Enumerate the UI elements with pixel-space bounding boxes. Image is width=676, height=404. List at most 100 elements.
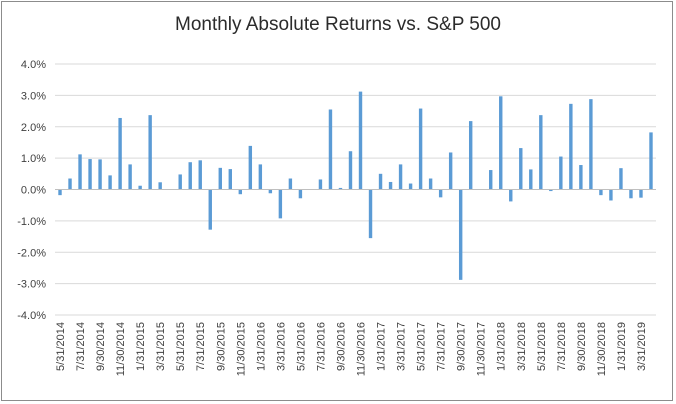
x-tick-label: 5/31/2016 (295, 322, 307, 371)
bar (609, 189, 613, 201)
x-tick-label: 5/31/2018 (536, 322, 548, 371)
bar (258, 164, 263, 190)
bar (318, 179, 323, 190)
bar (218, 167, 222, 190)
y-tick-label: 0.0% (21, 185, 46, 197)
bar (458, 189, 463, 280)
bar (358, 91, 363, 190)
bar (599, 189, 603, 196)
x-tick-label: 1/31/2019 (616, 322, 628, 371)
x-axis-tick-labels: 5/31/2014 7/31/2014 9/30/2014 11/30/2014 1/3… (55, 322, 648, 376)
x-tick-label: 3/31/2016 (275, 322, 287, 371)
bar (98, 159, 102, 190)
x-tick-label: 9/30/2016 (335, 322, 347, 371)
bar (529, 169, 533, 190)
y-tick-label: -3.0% (17, 279, 46, 291)
x-tick-label: 5/31/2014 (55, 322, 67, 371)
bar (108, 175, 112, 190)
bar (589, 99, 593, 190)
bar (138, 185, 142, 190)
bar (378, 173, 383, 190)
bar (128, 164, 132, 190)
x-tick-label: 9/30/2015 (215, 322, 227, 371)
bar (539, 115, 543, 190)
x-tick-label: 11/30/2018 (596, 322, 608, 376)
bar (268, 189, 273, 194)
x-tick-label: 3/31/2019 (636, 322, 648, 371)
bar (68, 178, 72, 190)
bar (388, 181, 393, 190)
bar (639, 189, 643, 198)
x-tick-label: 11/30/2015 (235, 322, 247, 376)
x-tick-label: 7/31/2014 (75, 322, 87, 371)
bar (288, 178, 293, 190)
bar (579, 165, 583, 190)
bar-series (58, 91, 653, 280)
x-tick-label: 1/31/2015 (135, 322, 147, 371)
x-tick-label: 7/31/2018 (556, 322, 568, 371)
chart-title: Monthly Absolute Returns vs. S&P 500 (175, 14, 501, 35)
bar (438, 189, 443, 198)
bar (428, 178, 433, 190)
y-tick-label: 1.0% (21, 153, 46, 165)
bar (629, 189, 633, 199)
x-tick-label: 7/31/2016 (315, 322, 327, 371)
bar (649, 132, 653, 190)
y-tick-label: -1.0% (17, 216, 46, 228)
y-tick-label: -4.0% (17, 310, 46, 322)
bar (368, 189, 373, 239)
x-tick-label: 1/31/2017 (376, 322, 388, 371)
bar (619, 168, 623, 190)
bar (549, 189, 553, 192)
bar (88, 159, 92, 190)
bar (489, 170, 493, 190)
bar (499, 96, 503, 190)
bar (158, 182, 162, 190)
x-tick-label: 1/31/2018 (496, 322, 508, 371)
bar (418, 108, 423, 190)
bar (228, 169, 232, 190)
x-tick-label: 1/31/2016 (255, 322, 267, 371)
bar (198, 160, 202, 190)
y-axis-tick-labels: 4.0% 3.0% 2.0% 1.0% 0.0% -1.0% -2.0% -3.0% -4.0% (17, 59, 46, 322)
x-tick-label: 11/30/2016 (356, 322, 368, 376)
bar (178, 174, 182, 190)
x-tick-label: 3/31/2015 (155, 322, 167, 371)
x-tick-label: 9/30/2018 (576, 322, 588, 371)
x-tick-label: 11/30/2017 (476, 322, 488, 376)
bar (238, 189, 243, 195)
bar (509, 189, 513, 202)
bar (448, 152, 453, 190)
y-tick-label: 3.0% (21, 90, 46, 102)
bar (148, 115, 152, 190)
bar (278, 189, 283, 219)
bar (328, 109, 333, 190)
bar (338, 187, 343, 190)
bar (398, 164, 403, 190)
y-tick-label: -2.0% (17, 247, 46, 259)
x-tick-label: 3/31/2018 (516, 322, 528, 371)
bar (408, 183, 413, 190)
x-tick-label: 9/30/2017 (456, 322, 468, 371)
y-tick-label: 4.0% (21, 59, 46, 71)
x-tick-label: 7/31/2017 (436, 322, 448, 371)
bar (78, 154, 82, 190)
bar (208, 189, 212, 230)
bar (468, 121, 473, 190)
x-tick-label: 9/30/2014 (95, 322, 107, 371)
y-tick-label: 2.0% (21, 122, 46, 134)
x-tick-label: 7/31/2015 (195, 322, 207, 371)
bar (569, 103, 573, 190)
bar (519, 148, 523, 190)
x-tick-label: 3/31/2017 (396, 322, 408, 371)
x-tick-label: 5/31/2017 (416, 322, 428, 371)
bar (298, 189, 303, 199)
bar (118, 117, 122, 190)
x-tick-label: 5/31/2015 (175, 322, 187, 371)
bar (188, 162, 192, 190)
bar (348, 151, 353, 190)
x-tick-label: 11/30/2014 (115, 322, 127, 376)
bar (58, 189, 62, 196)
